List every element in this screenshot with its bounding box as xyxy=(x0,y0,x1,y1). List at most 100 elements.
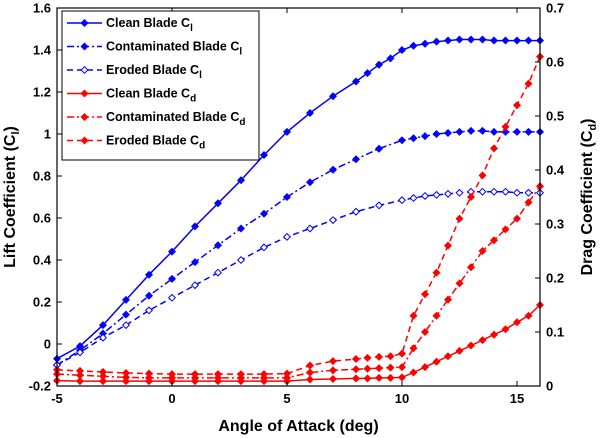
data-point xyxy=(443,128,453,137)
legend-label: Contaminated Blade Cl xyxy=(106,40,242,58)
data-point xyxy=(512,318,522,327)
data-point xyxy=(397,363,407,372)
data-point xyxy=(75,366,85,375)
data-point xyxy=(328,216,338,225)
y-right-tick-label: 0.4 xyxy=(546,163,565,178)
legend-marker xyxy=(80,136,89,145)
data-point xyxy=(512,127,522,136)
y-right-tick-label: 0 xyxy=(546,379,553,394)
series-layer xyxy=(52,35,545,386)
y-left-tick-label: 1.6 xyxy=(33,1,51,16)
y-axis-label-left: Lift Coefficient (Cl) xyxy=(2,126,22,268)
data-point xyxy=(478,126,487,135)
y-left-tick-label: 1.2 xyxy=(33,85,51,100)
data-point xyxy=(305,361,315,370)
legend-label: Contaminated Blade Cd xyxy=(106,110,245,128)
legend-label-main: Contaminated Blade C xyxy=(106,40,239,54)
data-point xyxy=(501,325,510,334)
data-point xyxy=(489,187,499,196)
y-axis-label-right: Drag Coefficient (Cd) xyxy=(579,119,599,276)
data-point xyxy=(167,293,177,302)
data-point xyxy=(98,377,108,386)
data-point xyxy=(305,224,315,233)
data-point xyxy=(363,364,372,373)
series-4 xyxy=(52,182,545,382)
data-point xyxy=(432,268,441,277)
data-point xyxy=(478,246,487,256)
series-line xyxy=(56,130,540,366)
data-point xyxy=(144,369,154,378)
data-point xyxy=(386,373,395,382)
data-point xyxy=(397,45,407,55)
data-point xyxy=(466,263,476,272)
y-axis-label-right-sub: d xyxy=(587,124,599,131)
data-point xyxy=(374,373,384,382)
data-point xyxy=(489,236,499,245)
data-point xyxy=(121,295,131,304)
data-point xyxy=(489,127,499,136)
data-point xyxy=(478,336,487,345)
data-point xyxy=(236,176,246,185)
data-point xyxy=(432,129,441,139)
data-point xyxy=(524,36,533,45)
data-point xyxy=(351,365,361,374)
data-point xyxy=(351,374,361,383)
data-point xyxy=(374,201,384,210)
legend-box xyxy=(61,10,260,161)
data-point xyxy=(190,370,200,379)
data-point xyxy=(351,207,361,216)
data-point xyxy=(259,209,269,218)
data-point xyxy=(374,364,384,373)
data-point xyxy=(501,225,510,234)
legend-label-sub: l xyxy=(239,47,242,58)
data-point xyxy=(455,214,464,223)
data-point xyxy=(409,368,418,377)
data-point xyxy=(478,35,487,44)
series-3 xyxy=(52,300,545,386)
y-right-tick-label: 0.6 xyxy=(546,55,564,70)
legend-label-main: Clean Blade C xyxy=(106,16,190,30)
y-left-tick-label: 1 xyxy=(44,127,51,142)
legend-label: Eroded Blade Cl xyxy=(106,63,202,81)
axis-label-layer: Angle of Attack (deg) Lift Coefficient (… xyxy=(2,119,599,435)
data-point xyxy=(524,198,533,207)
data-point xyxy=(121,373,131,382)
data-point xyxy=(455,188,464,197)
data-point xyxy=(374,144,384,153)
data-point xyxy=(524,127,533,136)
legend-label-sub: d xyxy=(199,141,205,152)
legend-label-sub: l xyxy=(190,23,193,34)
data-point xyxy=(443,241,453,250)
data-point xyxy=(455,35,464,44)
plot-frame xyxy=(56,7,541,387)
data-point xyxy=(489,330,499,339)
data-point xyxy=(282,369,292,378)
data-point xyxy=(144,373,154,382)
data-point xyxy=(386,54,395,63)
data-point xyxy=(351,77,361,86)
data-point xyxy=(466,192,476,202)
data-point xyxy=(351,155,361,164)
data-point xyxy=(409,134,418,143)
data-point xyxy=(524,311,533,320)
data-point xyxy=(374,60,384,69)
data-point xyxy=(144,306,154,315)
series-0 xyxy=(52,35,545,363)
data-point xyxy=(397,349,407,358)
data-point xyxy=(167,247,177,256)
data-point xyxy=(121,321,131,330)
data-point xyxy=(420,39,430,48)
data-point xyxy=(98,321,108,330)
data-point xyxy=(328,366,338,375)
data-point xyxy=(489,36,499,45)
data-point xyxy=(501,187,510,196)
y-left-tick-label: 0.4 xyxy=(33,253,52,268)
data-point xyxy=(478,187,487,196)
data-point xyxy=(328,165,338,174)
data-point xyxy=(397,373,407,382)
data-point xyxy=(144,270,154,279)
y-left-tick-label: 0 xyxy=(44,337,51,352)
data-point xyxy=(409,194,418,203)
data-point xyxy=(524,188,533,197)
